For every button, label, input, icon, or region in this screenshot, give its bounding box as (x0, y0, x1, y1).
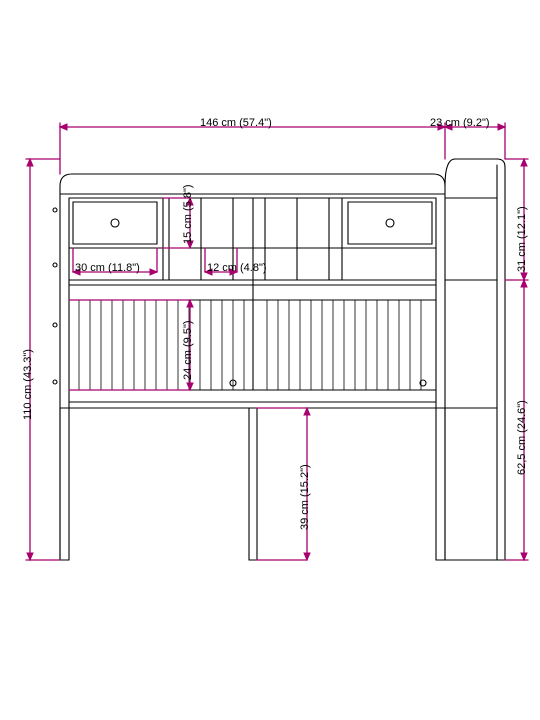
dim-h24-label: 24 cm (9.5") (183, 320, 194, 380)
dim-w30-label: 30 cm (11.8") (75, 263, 140, 274)
dim-leg-39-label: 39 cm (15.2") (300, 464, 311, 530)
dim-right-31-label: 31 cm (12.1") (517, 206, 528, 272)
dim-h15-label: 15 cm (5.8") (183, 184, 194, 244)
diagram-svg (0, 0, 540, 720)
dim-height-label: 110 cm (43.3") (23, 349, 34, 420)
diagram-canvas: 146 cm (57.4") 23 cm (9.2") 110 cm (43.3… (0, 0, 540, 720)
dim-width-label: 146 cm (57.4") (200, 118, 272, 129)
dim-right-625-label: 62,5 cm (24.6") (517, 400, 528, 475)
dim-depth-label: 23 cm (9.2") (430, 118, 490, 129)
dim-w12-label: 12 cm (4.8") (207, 263, 267, 274)
